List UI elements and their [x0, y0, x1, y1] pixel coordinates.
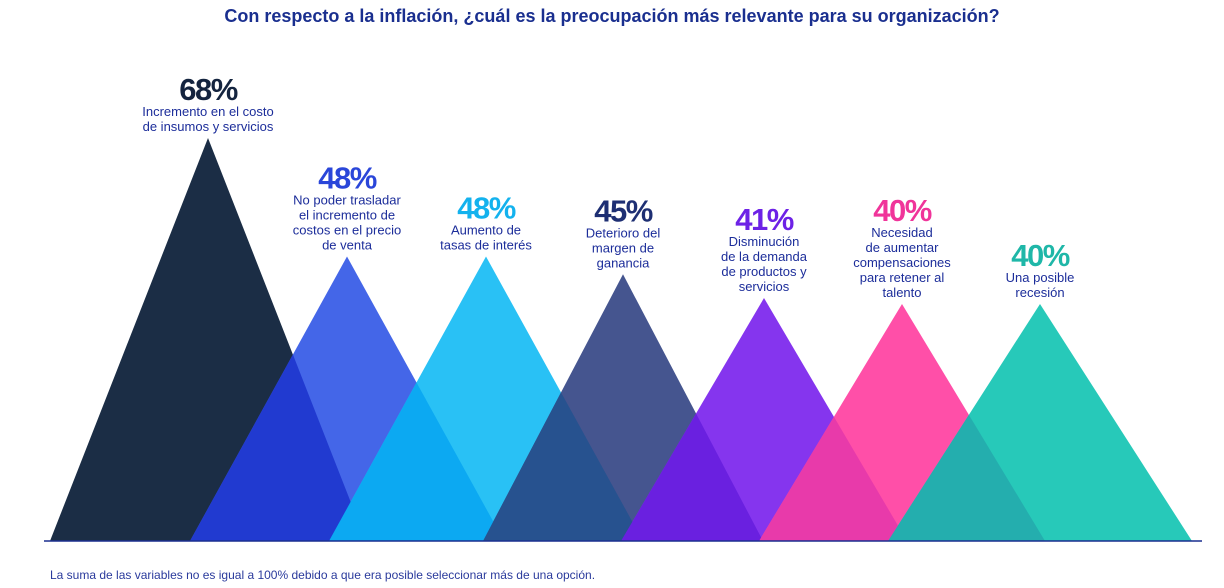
- category-label-2: No poder trasladar el incremento de costos…: [293, 193, 402, 253]
- category-label-line: Disminución: [729, 234, 800, 249]
- value-label-7: 40%: [1011, 238, 1069, 273]
- category-label-line: Necesidad: [871, 225, 932, 240]
- category-label-line: margen de: [592, 240, 654, 255]
- category-label-line: de venta: [322, 238, 373, 253]
- category-label-line: talento: [882, 285, 921, 300]
- value-label-3: 48%: [457, 191, 515, 226]
- value-label-6: 40%: [873, 193, 931, 228]
- category-label-line: de aumentar: [866, 240, 940, 255]
- category-label-line: Una posible: [1006, 270, 1075, 285]
- category-label-line: servicios: [739, 279, 790, 294]
- category-label-4: Deterioro del margen de ganancia: [586, 225, 661, 270]
- category-label-line: para retener al: [860, 270, 945, 285]
- overlap-5-6: [759, 416, 907, 541]
- value-label-4: 45%: [594, 193, 652, 228]
- value-label-2: 48%: [318, 161, 376, 196]
- overlap-4-5: [621, 413, 763, 541]
- value-label-5: 41%: [735, 202, 793, 237]
- category-label-1: Incremento en el costo de insumos y servi…: [142, 104, 274, 134]
- category-label-line: recesión: [1015, 285, 1064, 300]
- category-label-line: Incremento en el costo: [142, 104, 274, 119]
- category-label-line: costos en el precio: [293, 223, 401, 238]
- category-label-3: Aumento de tasas de interés: [440, 223, 532, 253]
- category-label-line: tasas de interés: [440, 238, 532, 253]
- category-label-7: Una posible recesión: [1006, 270, 1075, 300]
- chart-title: Con respecto a la inflación, ¿cuál es la…: [224, 6, 1000, 26]
- category-label-line: de insumos y servicios: [143, 119, 274, 134]
- overlap-3-4: [483, 392, 643, 541]
- overlap-6-7: [888, 414, 1045, 541]
- category-label-line: de la demanda: [721, 249, 808, 264]
- value-label-1: 68%: [179, 72, 237, 107]
- category-label-line: compensaciones: [853, 255, 951, 270]
- category-label-line: el incremento de: [299, 208, 395, 223]
- overlap-1-2: [190, 354, 366, 541]
- category-label-line: Aumento de: [451, 223, 521, 238]
- category-label-line: ganancia: [597, 255, 651, 270]
- category-label-line: No poder trasladar: [293, 193, 401, 208]
- category-label-line: Deterioro del: [586, 225, 661, 240]
- category-label-6: Necesidad de aumentar compensaciones para r…: [853, 225, 951, 300]
- footnote: La suma de las variables no es igual a 1…: [50, 568, 596, 582]
- category-label-line: de productos y: [721, 264, 807, 279]
- overlap-2-3: [329, 382, 504, 541]
- category-label-5: Disminución de la demanda de productos y se…: [721, 234, 808, 294]
